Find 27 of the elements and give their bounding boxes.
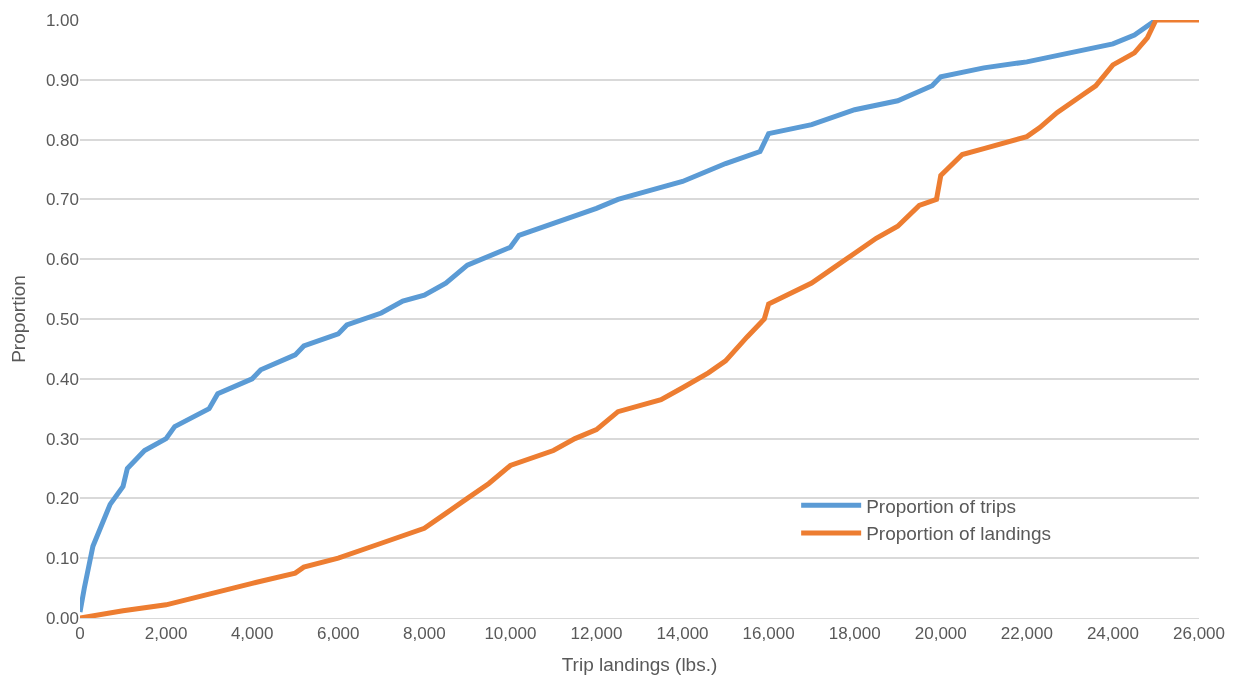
legend-label: Proportion of landings (866, 523, 1051, 545)
y-tick-label: 1.00 (45, 10, 79, 30)
x-tick-label: 26,000 (1173, 624, 1225, 644)
x-tick-label: 22,000 (1000, 624, 1053, 644)
x-tick-label: 6,000 (316, 624, 360, 644)
y-tick-label: 0.10 (45, 549, 79, 569)
x-axis-title: Trip landings (lbs.) (561, 654, 718, 676)
y-tick-label: 0.40 (45, 369, 79, 389)
x-tick-label: 16,000 (742, 624, 795, 644)
x-tick-label: 12,000 (570, 624, 623, 644)
y-tick-label: 0.90 (45, 70, 79, 90)
x-tick-label: 20,000 (914, 624, 967, 644)
legend-label: Proportion of trips (866, 495, 1017, 517)
x-tick-label: 10,000 (484, 624, 537, 644)
x-tick-label: 18,000 (828, 624, 881, 644)
y-tick-label: 0.70 (45, 190, 79, 210)
x-tick-label: 4,000 (230, 624, 274, 644)
x-tick-label: 8,000 (403, 624, 446, 644)
y-tick-label: 0.20 (45, 489, 79, 509)
y-axis-title: Proportion (7, 275, 29, 363)
y-tick-label: 0.60 (45, 250, 79, 270)
y-tick-label: 0.80 (45, 130, 79, 150)
y-tick-label: 0.30 (45, 429, 79, 449)
x-tick-label: 2,000 (144, 624, 188, 644)
y-tick-label: 0.50 (45, 309, 79, 329)
x-tick-label: 24,000 (1086, 624, 1139, 644)
x-tick-label: 14,000 (656, 624, 709, 644)
